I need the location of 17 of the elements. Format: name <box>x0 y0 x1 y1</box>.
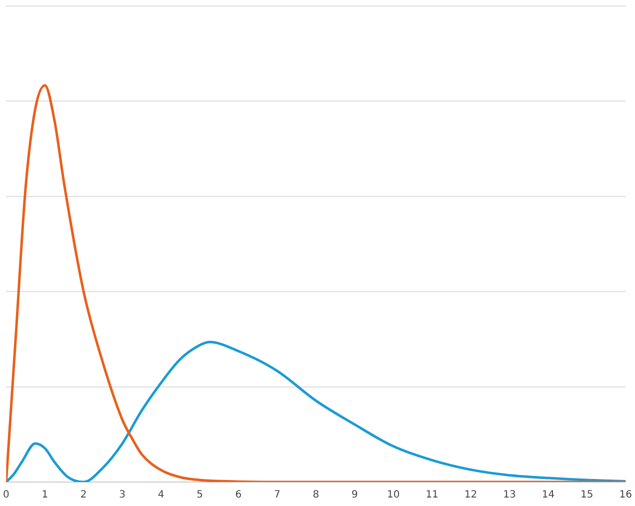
x-tick-label: 9 <box>351 490 358 501</box>
x-tick-label: 2 <box>80 490 87 501</box>
x-tick-label: 5 <box>196 490 203 501</box>
x-tick-label: 8 <box>312 490 320 501</box>
x-tick-label: 3 <box>119 490 126 501</box>
x-tick-label: 10 <box>386 490 400 501</box>
x-tick-label: 4 <box>158 490 164 501</box>
x-tick-label: 1 <box>42 490 48 501</box>
x-tick-label: 0 <box>2 490 10 501</box>
x-tick-label: 11 <box>426 490 438 501</box>
x-tick-label: 16 <box>619 490 632 501</box>
x-tick-label: 6 <box>235 490 242 501</box>
x-tick-label: 13 <box>503 490 516 501</box>
x-tick-label: 7 <box>274 490 280 501</box>
x-tick-label: 14 <box>542 490 555 501</box>
x-tick-label: 15 <box>580 490 594 501</box>
x-tick-label: 12 <box>464 490 478 501</box>
